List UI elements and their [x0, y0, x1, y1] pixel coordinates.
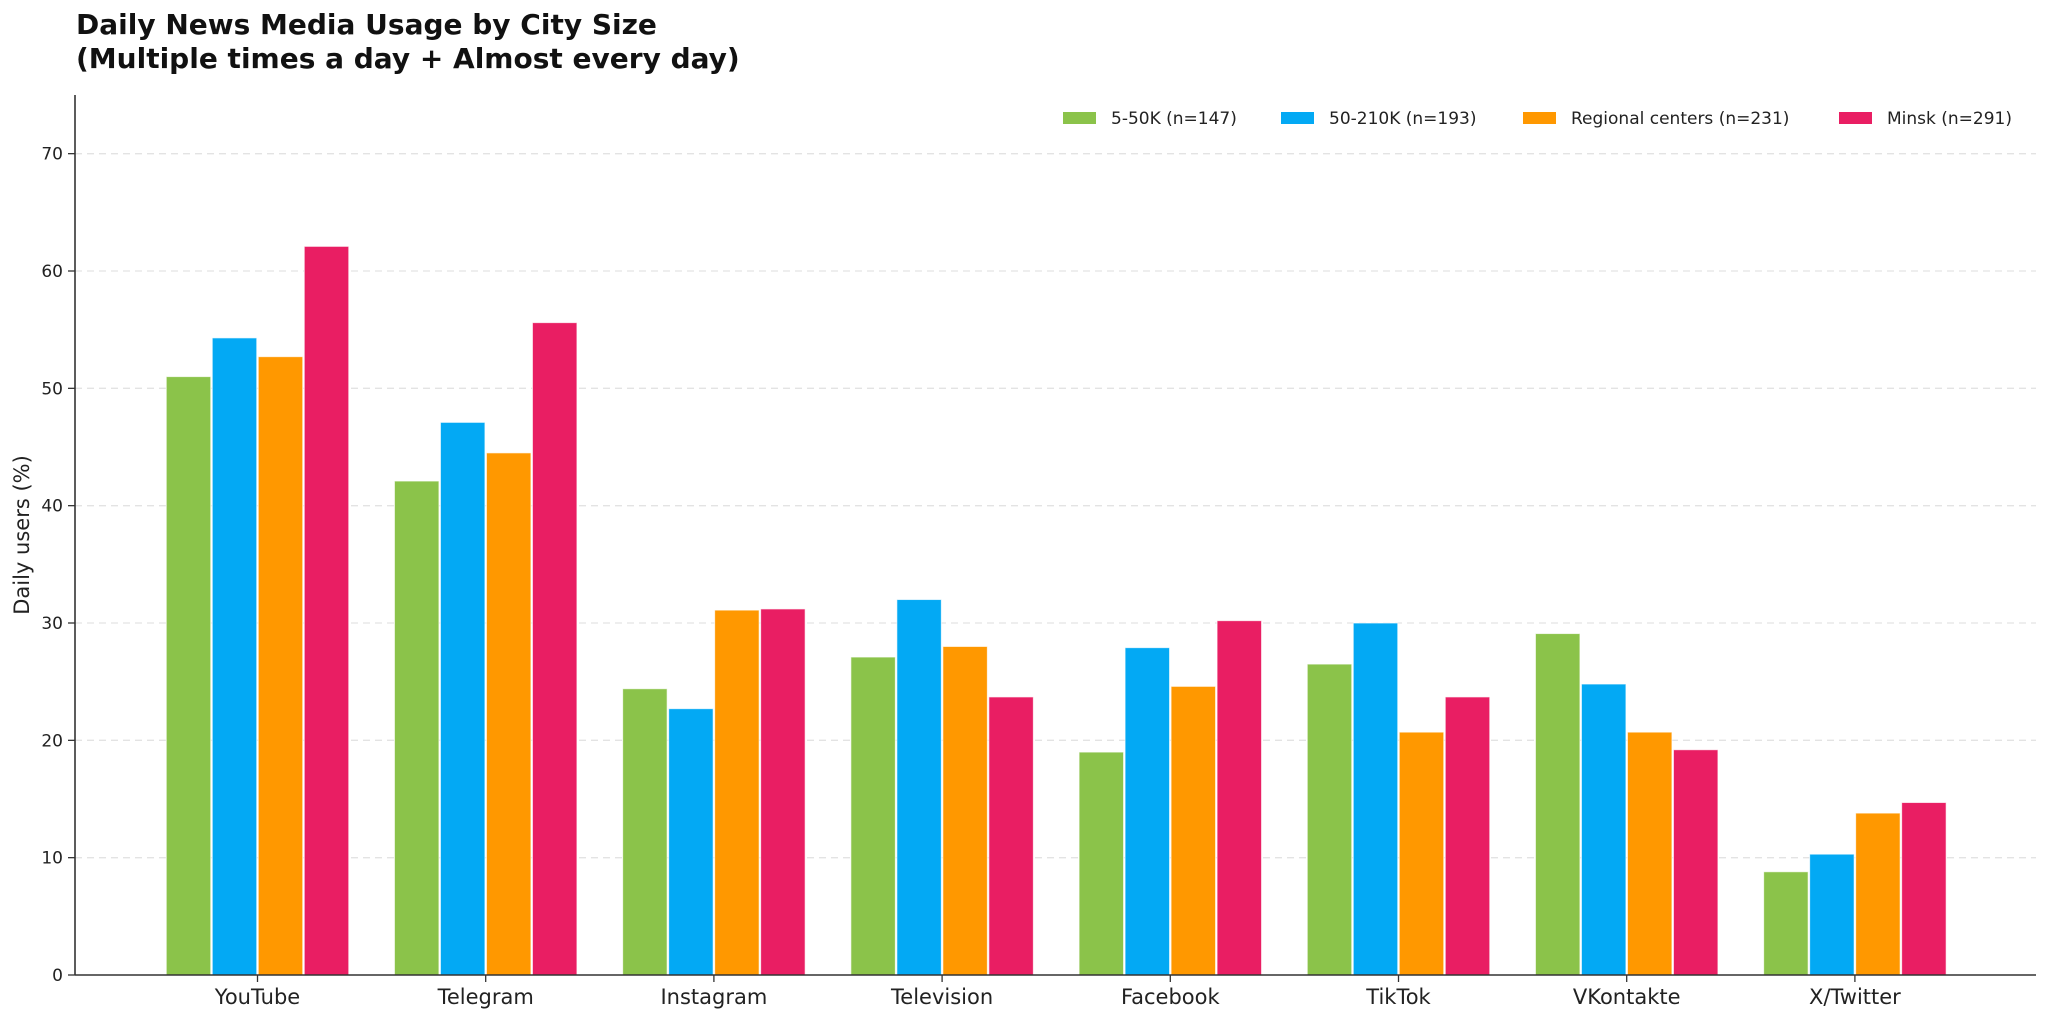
bar-telegram-series-0	[393, 480, 440, 976]
chart-title-line1: Daily News Media Usage by City Size	[76, 8, 657, 41]
bar-television-series-1	[896, 599, 942, 976]
legend-label: 5-50K (n=147)	[1111, 109, 1237, 129]
bar-facebook-series-2	[1170, 685, 1217, 976]
x-tick-label: VKontakte	[1573, 985, 1681, 1009]
y-tick-label: 20	[41, 731, 63, 751]
x-ticks: YouTube Telegram Instagram Television Facebo…	[214, 975, 1901, 1009]
y-tick-label: 60	[41, 262, 63, 282]
bar-x-twitter-series-1	[1809, 853, 1855, 976]
bar-tiktok-series-2	[1398, 731, 1445, 976]
bar-vkontakte-series-0	[1534, 633, 1581, 976]
y-tick-label: 50	[41, 379, 63, 399]
bar-tiktok-series-1	[1352, 622, 1399, 976]
bar-vkontakte-series-1	[1580, 683, 1627, 976]
bar-facebook-series-3	[1216, 620, 1263, 976]
y-tick-label: 40	[41, 497, 63, 517]
bar-instagram-series-1	[668, 708, 714, 976]
bar-youtube-series-1	[211, 337, 258, 976]
bar-instagram-series-3	[760, 608, 806, 976]
x-tick-label: Instagram	[660, 985, 767, 1009]
bar-x-twitter-series-2	[1855, 812, 1901, 976]
x-tick-label: TikTok	[1365, 985, 1431, 1009]
legend-swatch	[1063, 112, 1096, 124]
bar-vkontakte-series-3	[1672, 749, 1719, 976]
legend-item: Regional centers (n=231)	[1523, 109, 1789, 129]
gridlines	[75, 153, 2036, 859]
legend-swatch	[1523, 112, 1556, 124]
legend-label: Minsk (n=291)	[1887, 109, 2012, 129]
chart-title: Daily News Media Usage by City Size (Mul…	[76, 8, 740, 76]
axes	[74, 95, 2036, 976]
bar-x-twitter-series-0	[1763, 871, 1809, 976]
y-tick-label: 10	[41, 849, 63, 869]
bar-instagram-series-2	[714, 609, 760, 976]
bar-tiktok-series-0	[1306, 663, 1353, 976]
bar-instagram-series-0	[622, 688, 668, 976]
legend-swatch	[1281, 112, 1314, 124]
y-ticks: 0 10 20 30 40 50 60 70	[41, 145, 75, 986]
y-tick-label: 30	[41, 614, 63, 634]
y-axis-label: Daily users (%)	[10, 455, 34, 615]
x-tick-label: Telegram	[437, 985, 534, 1009]
legend: 5-50K (n=147) 50-210K (n=193) Regional cen…	[1063, 109, 2012, 129]
legend-item: 5-50K (n=147)	[1063, 109, 1237, 129]
x-tick-label: Television	[890, 985, 993, 1009]
legend-swatch	[1839, 112, 1872, 124]
bars	[165, 245, 1947, 976]
bar-youtube-series-2	[257, 356, 304, 976]
legend-item: Minsk (n=291)	[1839, 109, 2012, 129]
y-tick-label: 70	[41, 145, 63, 165]
bar-television-series-2	[942, 645, 988, 976]
legend-item: 50-210K (n=193)	[1281, 109, 1477, 129]
bar-x-twitter-series-3	[1901, 802, 1947, 976]
bar-tiktok-series-3	[1444, 696, 1491, 976]
y-tick-label: 0	[52, 966, 63, 986]
bar-youtube-series-3	[303, 245, 350, 976]
x-tick-label: X/Twitter	[1809, 985, 1901, 1009]
x-tick-label: Facebook	[1121, 985, 1221, 1009]
bar-facebook-series-0	[1078, 751, 1125, 976]
bar-television-series-0	[850, 656, 896, 976]
bar-youtube-series-0	[165, 376, 212, 976]
bar-telegram-series-3	[531, 322, 578, 976]
chart-subtitle: (Multiple times a day + Almost every day…	[76, 42, 740, 75]
legend-label: Regional centers (n=231)	[1571, 109, 1789, 129]
bar-facebook-series-1	[1124, 647, 1171, 976]
x-tick-label: YouTube	[214, 985, 300, 1009]
bar-telegram-series-1	[439, 421, 486, 976]
bar-television-series-3	[988, 696, 1034, 976]
bar-telegram-series-2	[485, 452, 532, 976]
legend-label: 50-210K (n=193)	[1329, 109, 1477, 129]
bar-vkontakte-series-2	[1626, 731, 1673, 976]
